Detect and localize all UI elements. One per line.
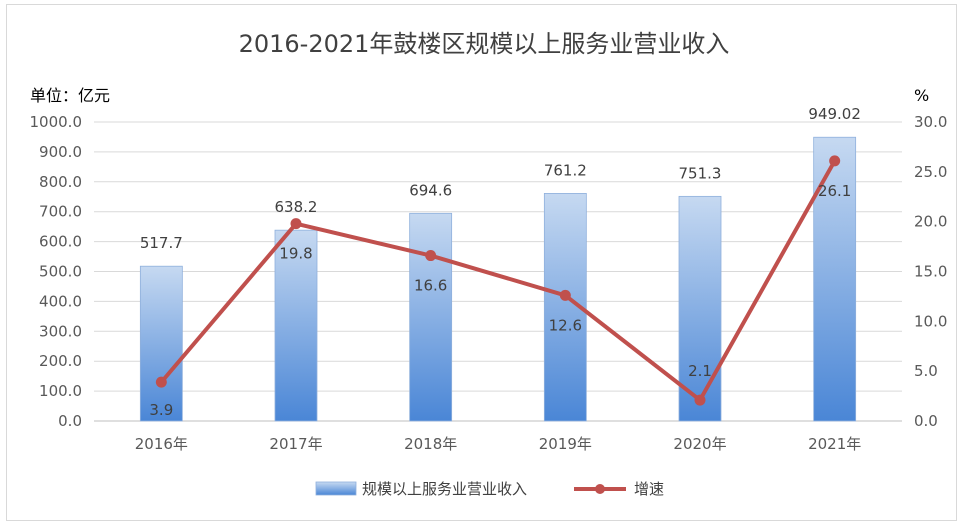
line-point (290, 218, 302, 230)
line-value-label: 16.6 (414, 277, 447, 295)
left-axis: 0.0 100.0 200.0 300.0 400.0 500.0 600.0 700.0 80… (30, 113, 83, 430)
left-tick-label: 0.0 (58, 412, 82, 430)
chart-frame (6, 4, 957, 521)
legend-line-marker (595, 484, 605, 494)
left-tick-label: 700.0 (39, 203, 82, 221)
right-tick-label: 25.0 (914, 163, 947, 181)
line-point (559, 289, 571, 301)
right-tick-label: 20.0 (914, 213, 947, 231)
left-tick-label: 600.0 (39, 233, 82, 251)
line-value-label: 19.8 (279, 245, 312, 263)
bar (139, 265, 183, 422)
right-tick-label: 0.0 (914, 412, 938, 430)
legend-bar-label: 规模以上服务业营业收入 (362, 480, 527, 498)
bar-value-label: 638.2 (275, 198, 318, 216)
bar-value-label: 694.6 (409, 181, 452, 199)
right-tick-label: 5.0 (914, 362, 938, 380)
x-tick-label: 2020年 (673, 435, 726, 453)
bar (678, 195, 722, 422)
left-axis-unit: 单位：亿元 (30, 86, 110, 105)
bar-value-label: 949.02 (808, 105, 861, 123)
left-tick-label: 900.0 (39, 143, 82, 161)
x-tick-label: 2019年 (539, 435, 592, 453)
right-tick-label: 30.0 (914, 113, 947, 131)
left-tick-label: 500.0 (39, 263, 82, 281)
bar (274, 229, 318, 422)
bar-value-label: 517.7 (140, 234, 183, 252)
x-tick-label: 2018年 (404, 435, 457, 453)
data-labels: 517.7 638.2 694.6 761.2 751.3 949.02 3.9 19.8 16… (140, 105, 861, 419)
x-tick-label: 2017年 (269, 435, 322, 453)
legend-line-label: 增速 (634, 480, 664, 498)
line-point (829, 155, 841, 167)
line-point (425, 250, 437, 262)
bar (409, 212, 453, 422)
x-tick-label: 2021年 (808, 435, 861, 453)
chart-title: 2016-2021年鼓楼区规模以上服务业营业收入 (239, 30, 730, 58)
x-axis: 2016年 2017年 2018年 2019年 2020年 2021年 (135, 435, 862, 453)
bar-value-label: 761.2 (544, 161, 587, 179)
bar (813, 136, 857, 422)
line-value-label: 2.1 (688, 362, 712, 380)
right-tick-label: 15.0 (914, 263, 947, 281)
legend: 规模以上服务业营业收入 增速 (315, 480, 664, 498)
line-point (155, 376, 167, 388)
line-value-label: 3.9 (149, 401, 173, 419)
right-axis-unit: % (914, 86, 929, 105)
bar-series (139, 136, 857, 422)
right-tick-label: 10.0 (914, 312, 947, 330)
line-point (694, 394, 706, 406)
left-tick-label: 800.0 (39, 173, 82, 191)
x-tick-label: 2016年 (135, 435, 188, 453)
right-axis: 0.0 5.0 10.0 15.0 20.0 25.0 30.0 (914, 113, 947, 430)
left-tick-label: 200.0 (39, 352, 82, 370)
left-tick-label: 400.0 (39, 292, 82, 310)
line-value-label: 26.1 (818, 182, 851, 200)
line-series (155, 155, 841, 406)
gridlines (94, 121, 902, 422)
left-tick-label: 300.0 (39, 322, 82, 340)
growth-line (159, 159, 837, 403)
legend-bar-swatch (315, 481, 357, 496)
left-tick-label: 1000.0 (30, 113, 83, 131)
bar-value-label: 751.3 (679, 164, 722, 182)
left-tick-label: 100.0 (39, 382, 82, 400)
line-value-label: 12.6 (549, 316, 582, 334)
